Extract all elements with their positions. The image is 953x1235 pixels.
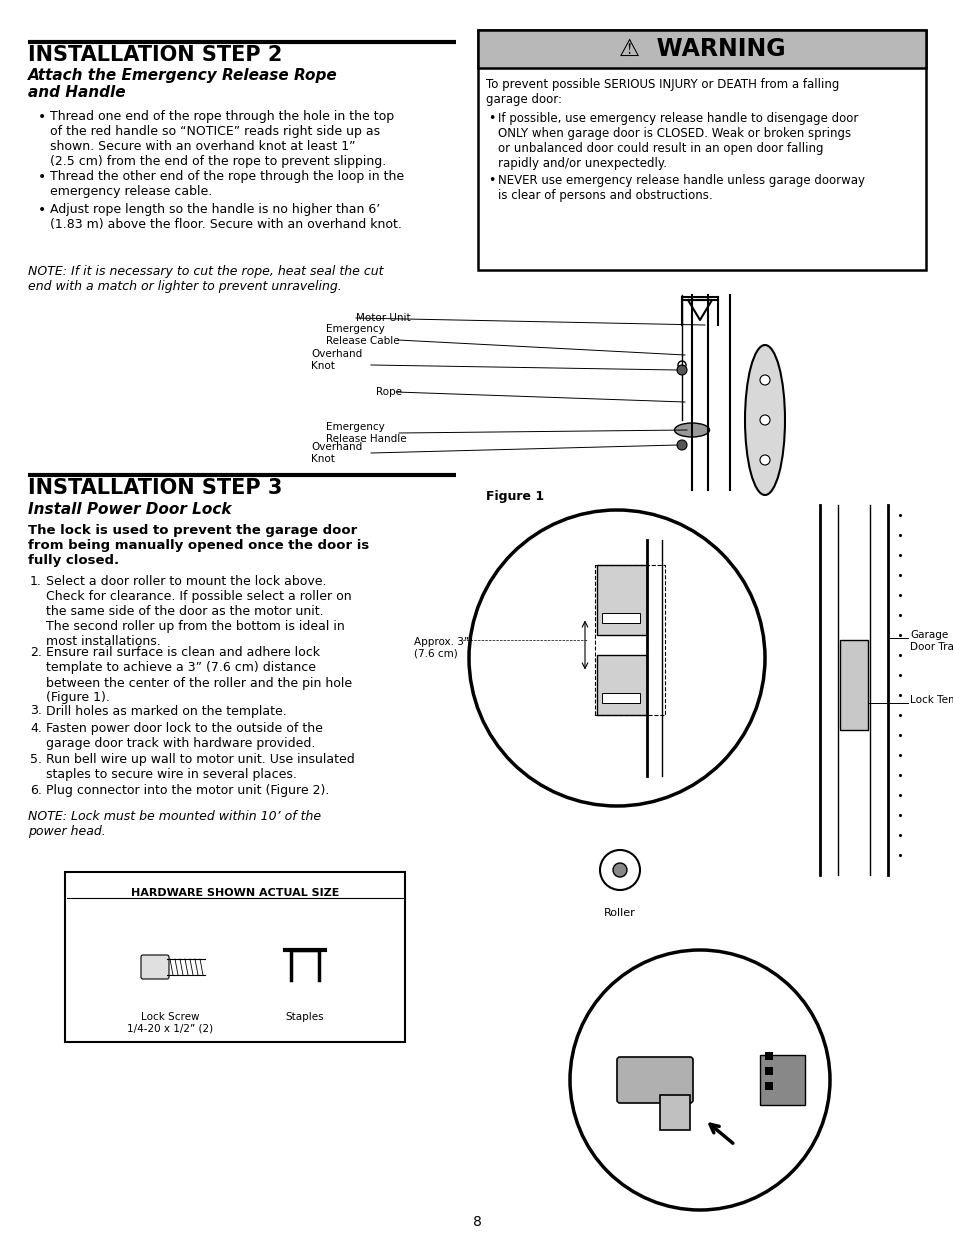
Text: •: •	[38, 170, 46, 184]
Text: Motor Unit: Motor Unit	[355, 312, 410, 324]
Text: •: •	[38, 203, 46, 217]
Text: Figure 1: Figure 1	[485, 490, 543, 503]
Text: Overhand
Knot: Overhand Knot	[311, 442, 362, 464]
Text: Emergency
Release Cable: Emergency Release Cable	[326, 325, 399, 346]
Circle shape	[569, 950, 829, 1210]
FancyBboxPatch shape	[477, 30, 925, 68]
Text: Lock Template: Lock Template	[909, 695, 953, 705]
FancyBboxPatch shape	[141, 955, 169, 979]
Circle shape	[760, 415, 769, 425]
Text: Approx. 3”
(7.6 cm): Approx. 3” (7.6 cm)	[414, 637, 469, 658]
FancyBboxPatch shape	[597, 655, 646, 715]
Text: 3.: 3.	[30, 704, 42, 718]
FancyBboxPatch shape	[760, 1055, 804, 1105]
Text: INSTALLATION STEP 3: INSTALLATION STEP 3	[28, 478, 282, 498]
Circle shape	[760, 454, 769, 466]
Text: Rope: Rope	[375, 387, 401, 396]
Text: Thread the other end of the rope through the loop in the
emergency release cable: Thread the other end of the rope through…	[50, 170, 404, 198]
FancyBboxPatch shape	[617, 1057, 692, 1103]
Text: NOTE: If it is necessary to cut the rope, heat seal the cut
end with a match or : NOTE: If it is necessary to cut the rope…	[28, 266, 383, 293]
Text: To prevent possible SERIOUS INJURY or DEATH from a falling
garage door:: To prevent possible SERIOUS INJURY or DE…	[485, 78, 839, 106]
Text: 4.: 4.	[30, 722, 42, 735]
Text: Ensure rail surface is clean and adhere lock
template to achieve a 3” (7.6 cm) d: Ensure rail surface is clean and adhere …	[46, 646, 352, 704]
FancyBboxPatch shape	[764, 1067, 772, 1074]
Text: Roller: Roller	[603, 908, 636, 918]
Text: •: •	[38, 110, 46, 124]
FancyBboxPatch shape	[601, 613, 639, 622]
FancyBboxPatch shape	[764, 1052, 772, 1060]
Text: NOTE: Lock must be mounted within 10’ of the
power head.: NOTE: Lock must be mounted within 10’ of…	[28, 810, 321, 839]
FancyBboxPatch shape	[477, 30, 925, 270]
Text: •: •	[488, 174, 495, 186]
Text: Staples: Staples	[285, 1011, 324, 1023]
Text: Drill holes as marked on the template.: Drill holes as marked on the template.	[46, 704, 287, 718]
Text: Fasten power door lock to the outside of the
garage door track with hardware pro: Fasten power door lock to the outside of…	[46, 722, 322, 750]
Bar	[595, 564, 664, 715]
Text: Overhand
Knot: Overhand Knot	[311, 350, 362, 370]
Text: HARDWARE SHOWN ACTUAL SIZE: HARDWARE SHOWN ACTUAL SIZE	[131, 888, 339, 898]
Text: Attach the Emergency Release Rope
and Handle: Attach the Emergency Release Rope and Ha…	[28, 68, 337, 100]
Text: INSTALLATION STEP 2: INSTALLATION STEP 2	[28, 44, 282, 65]
Circle shape	[613, 863, 626, 877]
Text: 2.: 2.	[30, 646, 42, 659]
Text: Emergency
Release Handle: Emergency Release Handle	[326, 422, 406, 443]
Text: Select a door roller to mount the lock above.
Check for clearance. If possible s: Select a door roller to mount the lock a…	[46, 576, 352, 648]
Circle shape	[677, 440, 686, 450]
FancyBboxPatch shape	[764, 1082, 772, 1091]
FancyBboxPatch shape	[659, 1095, 689, 1130]
Text: •: •	[488, 112, 495, 125]
Text: NEVER use emergency release handle unless garage doorway
is clear of persons and: NEVER use emergency release handle unles…	[497, 174, 864, 203]
Text: 5.: 5.	[30, 753, 42, 766]
Circle shape	[469, 510, 764, 806]
Text: 8: 8	[472, 1215, 481, 1229]
Circle shape	[677, 366, 686, 375]
Ellipse shape	[674, 424, 709, 437]
Text: Install Power Door Lock: Install Power Door Lock	[28, 501, 232, 517]
Text: Adjust rope length so the handle is no higher than 6’
(1.83 m) above the floor. : Adjust rope length so the handle is no h…	[50, 203, 401, 231]
Text: Plug connector into the motor unit (Figure 2).: Plug connector into the motor unit (Figu…	[46, 784, 329, 797]
FancyBboxPatch shape	[601, 693, 639, 703]
FancyBboxPatch shape	[597, 564, 646, 635]
Circle shape	[599, 850, 639, 890]
Text: ⚠  WARNING: ⚠ WARNING	[618, 37, 784, 61]
FancyBboxPatch shape	[840, 640, 867, 730]
Text: Lock Screw
1/4-20 x 1/2” (2): Lock Screw 1/4-20 x 1/2” (2)	[127, 1011, 213, 1034]
Text: The lock is used to prevent the garage door
from being manually opened once the : The lock is used to prevent the garage d…	[28, 524, 369, 567]
Text: 6.: 6.	[30, 784, 42, 797]
Text: Garage
Door Track: Garage Door Track	[909, 630, 953, 652]
Text: Thread one end of the rope through the hole in the top
of the red handle so “NOT: Thread one end of the rope through the h…	[50, 110, 394, 168]
Text: 1.: 1.	[30, 576, 42, 588]
Text: If possible, use emergency release handle to disengage door
ONLY when garage doo: If possible, use emergency release handl…	[497, 112, 858, 170]
Circle shape	[760, 375, 769, 385]
Ellipse shape	[744, 345, 784, 495]
Text: Run bell wire up wall to motor unit. Use insulated
staples to secure wire in sev: Run bell wire up wall to motor unit. Use…	[46, 753, 355, 781]
FancyBboxPatch shape	[65, 872, 405, 1042]
